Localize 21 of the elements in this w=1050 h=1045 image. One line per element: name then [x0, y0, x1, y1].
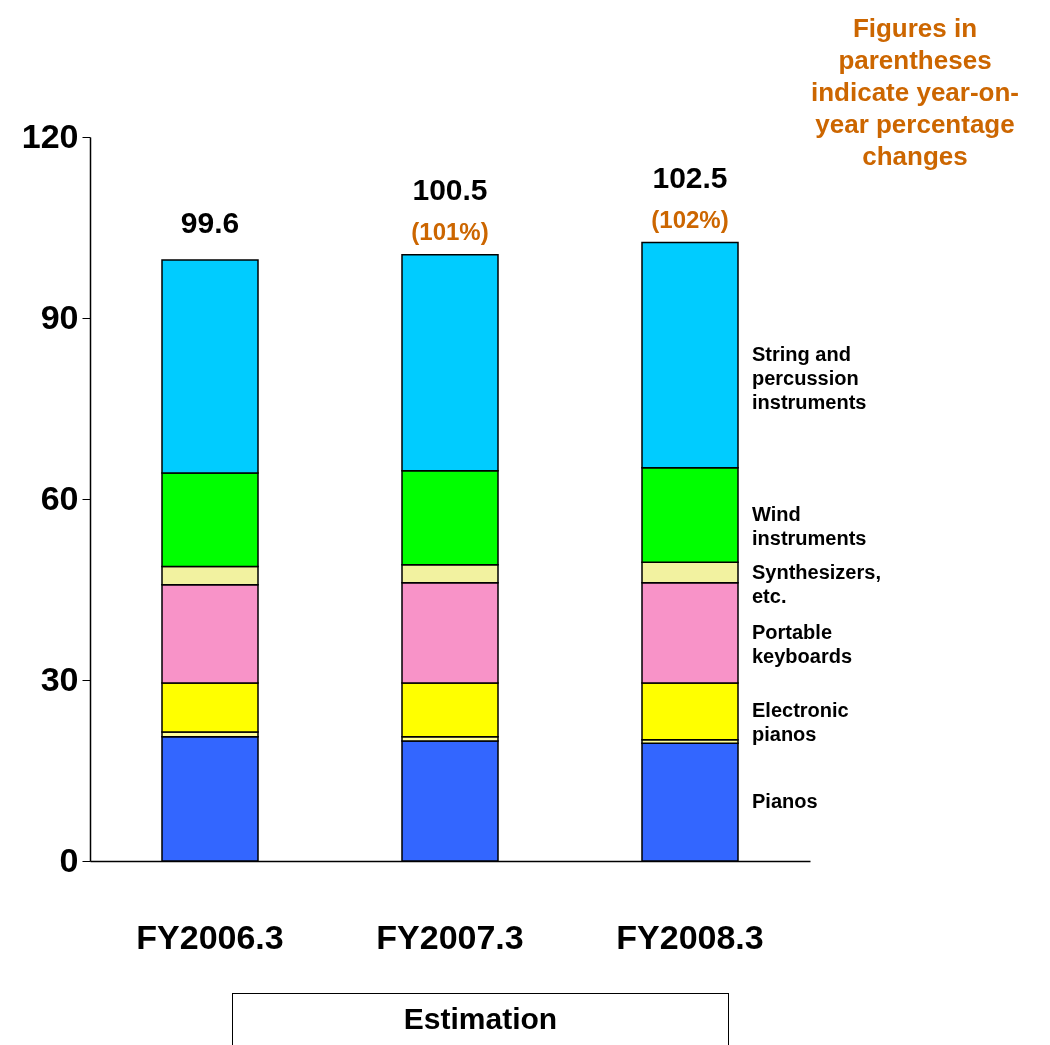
total-label: 100.5: [412, 172, 488, 206]
series-label: Synthesizers, etc.: [752, 560, 881, 607]
annotation: (101%): [411, 217, 489, 245]
y-tick-label: 90: [40, 297, 79, 336]
total-label: 102.5: [652, 160, 728, 194]
series-label: Wind instruments: [752, 502, 867, 549]
x-tick-label: FY2007.3: [376, 917, 524, 956]
x-tick-label: FY2008.3: [616, 917, 764, 956]
x-tick-label: FY2006.3: [136, 917, 284, 956]
series-label: String and percussion instruments: [752, 343, 867, 414]
text: Figures in parentheses indicate year-on-year percentage changes: [809, 12, 1021, 172]
total-label: 99.6: [180, 206, 240, 240]
y-tick-label: 0: [59, 840, 79, 879]
series-label: Electronic pianos: [752, 699, 849, 746]
series-label: Portable keyboards: [752, 620, 853, 667]
y-tick-label: 60: [40, 478, 79, 517]
series-label: Pianos: [752, 790, 818, 813]
y-tick-label: 120: [21, 116, 79, 155]
y-tick-label: 30: [40, 659, 79, 698]
annotation: (102%): [651, 205, 729, 233]
text: Estimation: [232, 993, 729, 1045]
